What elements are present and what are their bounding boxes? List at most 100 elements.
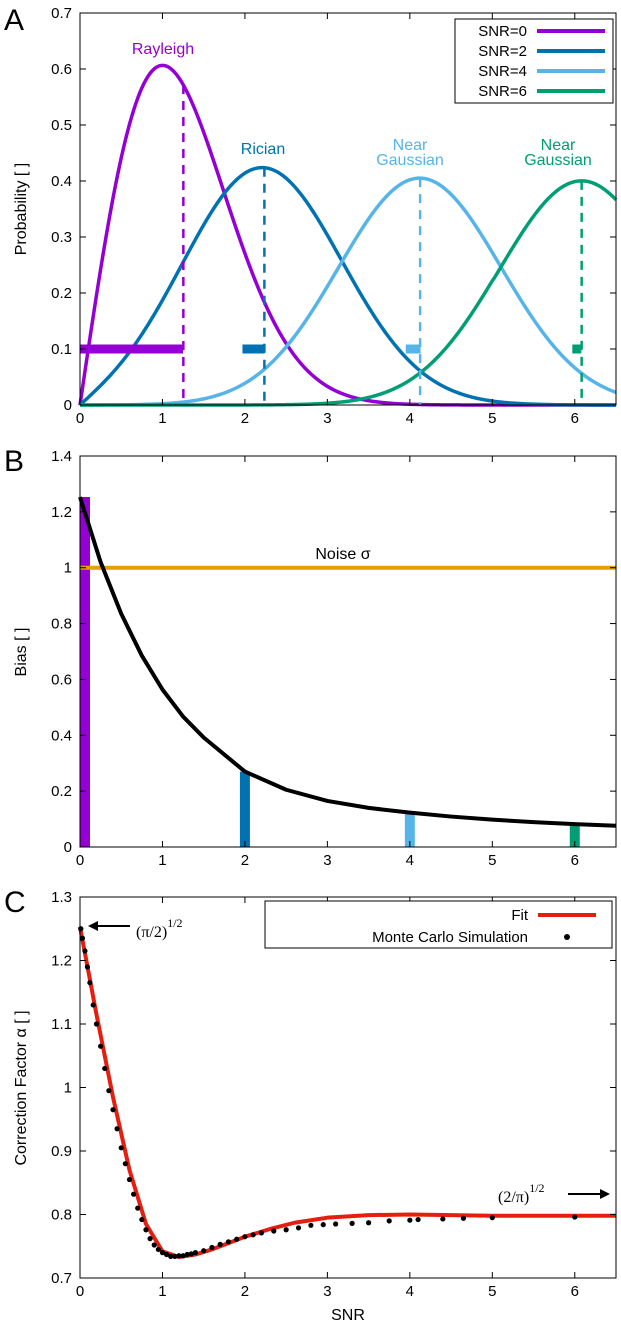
annotation-pi-over-2-base: (π/2) (136, 924, 167, 941)
panel-a-legend: SNR=0 SNR=2 SNR=4 SNR=6 (454, 18, 614, 104)
panel-a-mean-lines (182, 84, 583, 405)
simulation-point (349, 1220, 355, 1226)
annotation-2-over-pi-base: (2/π) (498, 1189, 529, 1206)
simulation-point (155, 1246, 161, 1253)
simulation-point (102, 1065, 108, 1072)
c-y-tick-label-6: 1.3 (51, 889, 72, 906)
simulation-point (320, 1222, 326, 1228)
simulation-point (440, 1216, 446, 1222)
simulation-point (110, 1107, 116, 1113)
simulation-point (333, 1221, 339, 1227)
bias-curve (78, 496, 617, 828)
simulation-point (82, 948, 88, 954)
b-x-tick-label-5: 5 (488, 852, 496, 869)
panel-letter-b: B (4, 445, 24, 478)
arrow-2-over-pi-head (600, 1189, 610, 1199)
simulation-point (118, 1145, 124, 1151)
a-y-tick-label-3: 0.3 (51, 229, 72, 246)
a-x-tick-label-3: 3 (323, 410, 331, 427)
c-x-tick-label-0: 0 (76, 1283, 84, 1300)
b-x-tick-label-1: 1 (158, 852, 166, 869)
simulation-point (407, 1217, 413, 1223)
annotation-near-snr4: Near (393, 137, 428, 154)
panel-c-fit-curve (78, 926, 616, 1260)
annotation-pi-over-2-exp: 1/2 (167, 916, 182, 930)
simulation-point (217, 1241, 223, 1247)
simulation-point (90, 1002, 96, 1008)
b-y-tick-label-4: 0.8 (51, 616, 72, 633)
panel-c-legend: Fit Monte Carlo Simulation (264, 900, 613, 949)
b-y-tick-label-3: 0.6 (51, 671, 72, 688)
panel-letter-a: A (4, 4, 24, 37)
fit-curve (78, 926, 616, 1260)
simulation-point (78, 926, 84, 932)
simulation-point (151, 1242, 157, 1248)
b-y-tick-label-7: 1.4 (51, 448, 72, 465)
c-y-tick-label-3: 1 (64, 1080, 72, 1097)
a-y-tick-label-1: 0.1 (51, 341, 72, 358)
simulation-point (201, 1248, 207, 1254)
panel-c-legend-box (264, 900, 613, 949)
c-x-tick-label-6: 6 (571, 1283, 579, 1300)
simulation-point (184, 1251, 190, 1258)
b-y-tick-label-6: 1.2 (51, 504, 72, 521)
pdf-curve-snr0 (78, 63, 616, 407)
simulation-point (93, 1021, 100, 1027)
panel-a-frame (79, 12, 617, 406)
panel-b-bias-bars (80, 497, 580, 847)
simulation-point (147, 1236, 153, 1242)
a-y-tick-label-2: 0.2 (51, 285, 72, 302)
legend-snr0-label: SNR=0 (478, 23, 527, 40)
simulation-point (415, 1216, 421, 1223)
legend-snr4-label: SNR=4 (478, 63, 527, 80)
pdf-curve-snr2 (78, 165, 616, 407)
b-x-tick-label-6: 6 (571, 852, 579, 869)
a-x-tick-label-6: 6 (571, 410, 579, 427)
panel-c-y-axis: 0.7 0.8 0.9 1 1.1 1.2 1.3 (51, 889, 616, 1287)
b-x-tick-label-0: 0 (76, 852, 84, 869)
panel-c-frame (79, 896, 617, 1279)
c-y-tick-label-2: 0.9 (51, 1143, 72, 1160)
c-x-tick-label-3: 3 (323, 1283, 331, 1300)
simulation-point (489, 1215, 495, 1221)
b-y-tick-label-0: 0 (64, 839, 72, 856)
annotation-gaussian-snr6: Gaussian (524, 152, 592, 169)
panel-a-y-axis: 0 0.1 0.2 0.3 0.4 0.5 0.6 0.7 (51, 5, 616, 414)
legend-fit-label: Fit (511, 907, 528, 924)
simulation-point (188, 1251, 194, 1257)
simulation-point (180, 1253, 186, 1259)
c-y-tick-label-1: 0.8 (51, 1207, 72, 1224)
simulation-point (386, 1218, 392, 1224)
panel-a: 0 1 2 3 4 5 6 0 0.1 0.2 0.3 0.4 0.5 0.6 0.7 Probabili… (13, 5, 618, 427)
annotation-rician: Rician (241, 141, 285, 158)
simulation-point (87, 980, 93, 986)
panel-b-x-axis: 0 1 2 3 4 5 6 (76, 456, 579, 869)
c-y-tick-label-0: 0.7 (51, 1270, 72, 1287)
a-x-tick-label-1: 1 (158, 410, 166, 427)
b-y-tick-label-5: 1 (64, 560, 72, 577)
simulation-point (159, 1250, 166, 1256)
simulation-point (168, 1253, 174, 1260)
simulation-point (84, 964, 91, 970)
panel-b-y-label: Bias [ ] (13, 628, 30, 677)
b-y-tick-label-1: 0.2 (51, 783, 72, 800)
simulation-point (225, 1239, 232, 1245)
annotation-noise-sigma: Noise σ (315, 546, 370, 563)
panel-a-x-axis: 0 1 2 3 4 5 6 (76, 13, 579, 427)
a-x-tick-label-2: 2 (241, 410, 249, 427)
legend-snr2-label: SNR=2 (478, 43, 527, 60)
simulation-point (572, 1214, 578, 1220)
c-x-tick-label-5: 5 (488, 1283, 496, 1300)
simulation-point (98, 1043, 104, 1049)
b-x-tick-label-4: 4 (406, 852, 414, 869)
a-y-tick-label-4: 0.4 (51, 173, 72, 190)
annotation-gaussian-snr4: Gaussian (376, 152, 444, 169)
c-y-tick-label-4: 1.1 (51, 1016, 72, 1033)
simulation-point (79, 935, 86, 941)
panel-a-curves (78, 63, 618, 407)
c-x-tick-label-2: 2 (241, 1283, 249, 1300)
b-y-tick-label-2: 0.4 (51, 727, 72, 744)
simulation-point (172, 1253, 178, 1260)
simulation-point (258, 1230, 265, 1236)
simulation-point (283, 1227, 289, 1233)
